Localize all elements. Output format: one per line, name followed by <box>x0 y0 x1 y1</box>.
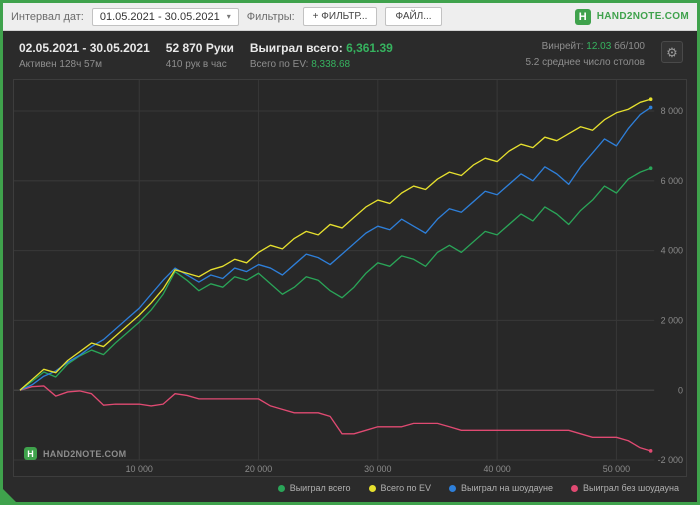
toolbar: Интервал дат: 01.05.2021 - 30.05.2021 ▾ … <box>3 3 697 31</box>
svg-text:0: 0 <box>678 385 683 395</box>
legend-dot-icon <box>368 484 376 492</box>
svg-text:-2 000: -2 000 <box>658 455 683 465</box>
gear-icon: ⚙ <box>666 44 678 60</box>
stats-header: 02.05.2021 - 30.05.2021 Активен 128ч 57м… <box>13 37 687 79</box>
stats-date-block: 02.05.2021 - 30.05.2021 Активен 128ч 57м <box>19 41 150 70</box>
resize-grip-icon[interactable] <box>3 489 16 502</box>
legend-label: Всего по EV <box>380 483 432 493</box>
chevron-down-icon: ▾ <box>226 12 231 21</box>
legend-dot-icon <box>277 484 285 492</box>
legend-item[interactable]: Выиграл всего <box>277 483 351 493</box>
legend-label: Выиграл без шоудауна <box>583 483 679 493</box>
date-interval-label: Интервал дат: <box>11 10 84 23</box>
stats-hands-per-hour: 410 рук в час <box>165 59 227 70</box>
ev-total-label: Всего по EV: <box>249 59 309 70</box>
svg-text:20 000: 20 000 <box>245 464 272 474</box>
brand-logo: H HAND2NOTE.COM <box>574 8 689 25</box>
stats-winrate-block: Винрейт: 12.03 бб/100 5.2 среднее число … <box>525 41 645 68</box>
avg-tables: 5.2 среднее число столов <box>525 57 645 68</box>
svg-text:6 000: 6 000 <box>661 176 683 186</box>
date-range-select[interactable]: 01.05.2021 - 30.05.2021 ▾ <box>91 7 239 26</box>
date-range-value: 01.05.2021 - 30.05.2021 <box>99 10 220 23</box>
winrate-units: бб/100 <box>614 41 645 52</box>
svg-text:40 000: 40 000 <box>483 464 510 474</box>
filters-label: Фильтры: <box>246 10 295 23</box>
won-total-value: 6,361.39 <box>346 41 393 55</box>
legend-item[interactable]: Выиграл на шоудауне <box>449 483 553 493</box>
legend-item[interactable]: Выиграл без шоудауна <box>571 483 679 493</box>
legend-label: Выиграл всего <box>289 483 351 493</box>
legend-label: Выиграл на шоудауне <box>461 483 553 493</box>
legend-dot-icon <box>449 484 457 492</box>
add-filter-button[interactable]: + ФИЛЬТР... <box>302 7 378 26</box>
winrate-label: Винрейт: <box>541 41 584 52</box>
stats-hands-count: 52 870 Руки <box>165 41 234 55</box>
chart-area: 8 000 6 000 4 000 2 000 0 -2 000 10 000 20 000 3… <box>13 79 687 477</box>
ev-total-value: 8,338.68 <box>311 59 351 70</box>
stats-date-range: 02.05.2021 - 30.05.2021 <box>19 41 150 55</box>
brand-text: HAND2NOTE.COM <box>596 11 689 22</box>
svg-text:30 000: 30 000 <box>364 464 391 474</box>
main-panel: 02.05.2021 - 30.05.2021 Активен 128ч 57м… <box>3 31 697 501</box>
won-total-label: Выиграл всего: <box>249 41 343 55</box>
legend-dot-icon <box>571 484 578 492</box>
svg-text:8 000: 8 000 <box>661 106 683 116</box>
settings-button[interactable]: ⚙ <box>661 41 683 63</box>
stats-winnings-block: Выиграл всего: 6,361.39 Всего по EV: 8,3… <box>250 41 393 70</box>
legend-item[interactable]: Всего по EV <box>368 483 432 493</box>
svg-text:4 000: 4 000 <box>661 246 683 256</box>
winrate-value: 12.03 <box>586 41 612 52</box>
stats-hands-block: 52 870 Руки 410 рук в час <box>166 41 234 70</box>
svg-text:2 000: 2 000 <box>661 315 683 325</box>
svg-text:50 000: 50 000 <box>603 464 630 474</box>
winnings-chart[interactable]: 8 000 6 000 4 000 2 000 0 -2 000 10 000 20 000 3… <box>14 80 686 476</box>
hand2note-logo-icon: H <box>574 8 591 25</box>
chart-legend: Выиграл всего Всего по EV Выиграл на шоуда… <box>13 477 687 495</box>
stats-active-time: Активен 128ч 57м <box>19 59 103 70</box>
svg-text:10 000: 10 000 <box>126 464 153 474</box>
file-button[interactable]: ФАЙЛ... <box>385 7 442 26</box>
